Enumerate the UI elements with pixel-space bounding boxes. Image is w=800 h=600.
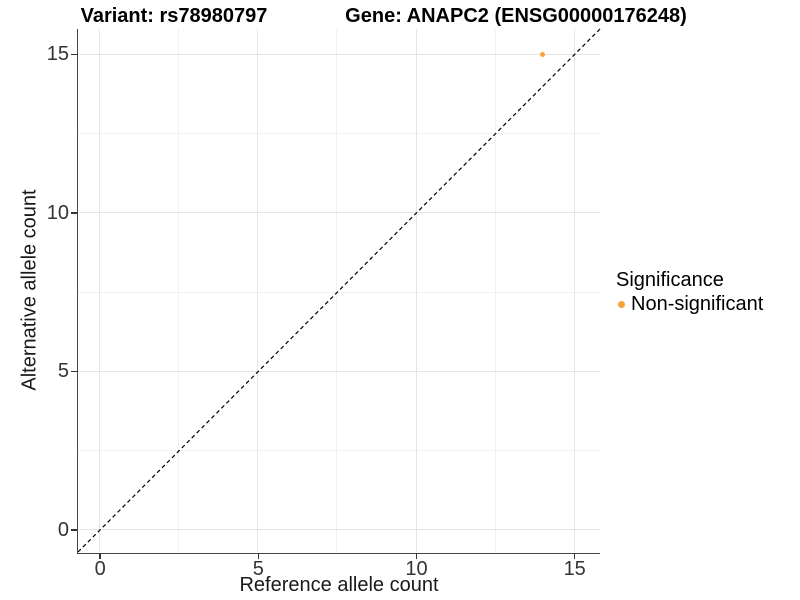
data-point (540, 51, 546, 57)
identity-line-layer (77, 28, 600, 553)
x-tick-label: 10 (405, 558, 428, 580)
major-gridline-vertical (573, 29, 575, 552)
y-tick-mark (70, 53, 77, 56)
minor-gridline-vertical (178, 29, 180, 552)
x-tick-mark (415, 553, 418, 559)
major-gridline-vertical (99, 29, 101, 552)
x-tick-mark (99, 553, 101, 559)
identity-line (77, 28, 600, 553)
y-axis-title: Alternative allele count (18, 189, 41, 391)
x-tick-label: 5 (252, 558, 264, 580)
legend-item: Non-significant (616, 293, 763, 315)
major-gridline-vertical (257, 29, 259, 552)
y-tick-label: 10 (46, 201, 69, 224)
minor-gridline-vertical (336, 29, 338, 552)
minor-gridline-horizontal (77, 450, 600, 452)
y-tick-mark (70, 212, 77, 214)
x-tick-mark (257, 553, 260, 559)
legend: Significance Non-significant (616, 269, 763, 315)
major-gridline-horizontal (77, 53, 600, 55)
gene-title: Gene: ANAPC2 (ENSG00000176248) (345, 5, 687, 27)
minor-gridline-horizontal (77, 133, 600, 135)
y-tick-label: 15 (46, 43, 69, 66)
major-gridline-horizontal (77, 529, 600, 531)
legend-item-label: Non-significant (631, 293, 764, 315)
x-tick-label: 15 (563, 558, 586, 580)
y-tick-mark (70, 529, 77, 531)
minor-gridline-horizontal (77, 291, 600, 293)
major-gridline-horizontal (77, 370, 600, 372)
major-gridline-horizontal (77, 212, 600, 214)
y-tick-label: 0 (57, 518, 69, 541)
major-gridline-vertical (415, 29, 417, 552)
legend-point-icon (618, 300, 625, 308)
minor-gridline-vertical (494, 29, 496, 552)
x-tick-label: 0 (94, 558, 106, 580)
legend-title: Significance (616, 269, 724, 291)
variant-title: Variant: rs78980797 (80, 5, 268, 27)
y-tick-label: 5 (57, 360, 69, 383)
y-tick-mark (70, 370, 77, 373)
x-axis-title: Reference allele count (239, 574, 439, 596)
plot-panel (76, 28, 600, 554)
x-tick-mark (573, 553, 576, 559)
